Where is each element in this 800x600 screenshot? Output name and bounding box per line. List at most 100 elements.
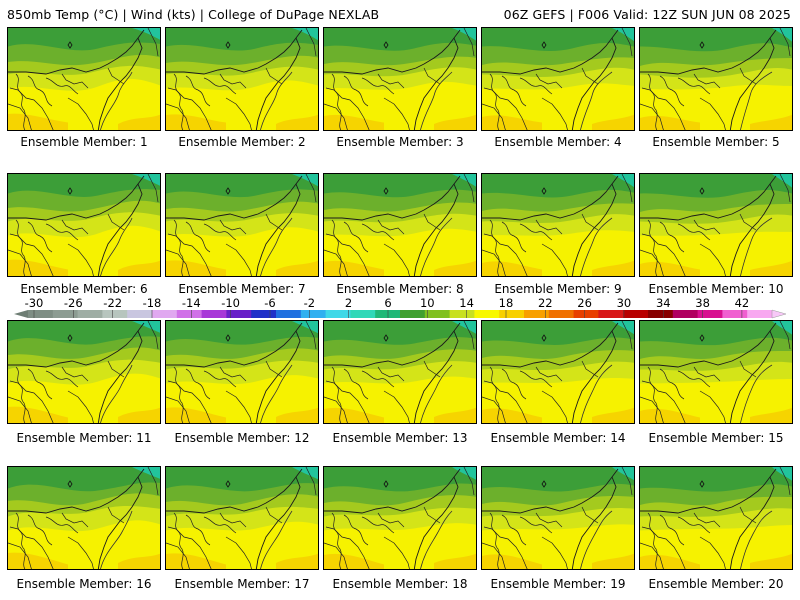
colorbar-segment [300,310,326,318]
temperature-map [324,321,476,423]
temperature-map [8,321,160,423]
colorbar-segment [152,310,178,318]
colorbar-segment [424,310,450,318]
colorbar-segment [722,310,748,318]
ensemble-map-panel [323,466,477,570]
ensemble-member-caption: Ensemble Member: 11 [16,431,152,445]
ensemble-map-panel [639,173,793,277]
ensemble-member-caption: Ensemble Member: 3 [336,135,464,149]
ensemble-map-panel [639,466,793,570]
ensemble-map-panel [481,320,635,424]
colorbar-tick-label: 2 [345,296,352,310]
ensemble-map-panel [481,466,635,570]
colorbar-segment [176,310,202,318]
colorbar-tick-label: 26 [577,296,592,310]
temperature-map [166,467,318,569]
temperature-map [8,467,160,569]
temperature-map [482,321,634,423]
colorbar-segment [573,310,599,318]
colorbar-segment [226,310,252,318]
colorbar-tick-label: 34 [656,296,671,310]
colorbar-segment [201,310,227,318]
colorbar-tick-label: -2 [304,296,315,310]
ensemble-map-panel [481,27,635,131]
colorbar-segment [548,310,574,318]
colorbar-segment [747,310,773,318]
colorbar-tick-label: -22 [103,296,122,310]
ensemble-map-panel [323,173,477,277]
colorbar-segment [697,310,723,318]
colorbar-tick-label: 18 [499,296,514,310]
colorbar-segment [623,310,649,318]
valid-time-label: 06Z GEFS | F006 Valid: 12Z SUN JUN 08 20… [503,7,791,22]
temperature-map [324,467,476,569]
colorbar-tick-label: 30 [617,296,632,310]
colorbar-tick-label: -6 [264,296,275,310]
temperature-map [482,467,634,569]
colorbar-segment [400,310,426,318]
colorbar-segment [325,310,351,318]
ensemble-member-caption: Ensemble Member: 15 [648,431,784,445]
colorbar-segment [598,310,624,318]
ensemble-member-caption: Ensemble Member: 7 [178,282,306,296]
colorbar-segment [524,310,550,318]
colorbar-tick-label: 14 [459,296,474,310]
ensemble-member-caption: Ensemble Member: 14 [490,431,626,445]
colorbar-segment [77,310,103,318]
ensemble-member-caption: Ensemble Member: 17 [174,577,310,591]
colorbar-segment [499,310,525,318]
colorbar-tick-label: -14 [182,296,201,310]
ensemble-map-panel [7,466,161,570]
temperature-colorbar: -30 -26 -22 -18 -14 -10 -6 -2 2 6 10 14 18 22 26 30 34 38… [14,296,787,319]
ensemble-member-caption: Ensemble Member: 9 [494,282,622,296]
colorbar-right-arrow [771,309,787,319]
colorbar-segment [28,310,54,318]
ensemble-map-panel [481,173,635,277]
colorbar-tick-label: 6 [384,296,391,310]
temperature-map [8,28,160,130]
colorbar-segment [52,310,78,318]
ensemble-member-caption: Ensemble Member: 13 [332,431,468,445]
colorbar-tick-label: -10 [221,296,240,310]
ensemble-member-caption: Ensemble Member: 20 [648,577,784,591]
temperature-map [640,321,792,423]
temperature-map [324,28,476,130]
colorbar-segment [276,310,302,318]
ensemble-member-caption: Ensemble Member: 16 [16,577,152,591]
temperature-map [640,467,792,569]
colorbar-tick-label: 22 [538,296,553,310]
chart-title: 850mb Temp (°C) | Wind (kts) | College o… [7,7,380,22]
temperature-map [324,174,476,276]
ensemble-map-panel [323,320,477,424]
temperature-map [482,174,634,276]
ensemble-member-caption: Ensemble Member: 19 [490,577,626,591]
ensemble-map-panel [7,27,161,131]
ensemble-member-caption: Ensemble Member: 2 [178,135,306,149]
temperature-map [166,321,318,423]
temperature-map [166,28,318,130]
colorbar-segment [449,310,475,318]
ensemble-member-caption: Ensemble Member: 4 [494,135,622,149]
temperature-map [482,28,634,130]
colorbar-segment [648,310,674,318]
colorbar-tick-label: 42 [735,296,750,310]
colorbar-segment [474,310,500,318]
temperature-map [640,28,792,130]
colorbar-tick-label: -30 [25,296,44,310]
colorbar-tick-label: 38 [695,296,710,310]
ensemble-map-panel [639,27,793,131]
colorbar-segment [350,310,376,318]
colorbar-tick-label: -26 [64,296,83,310]
ensemble-map-panel [165,27,319,131]
ensemble-map-panel [639,320,793,424]
ensemble-member-caption: Ensemble Member: 1 [20,135,148,149]
ensemble-member-caption: Ensemble Member: 8 [336,282,464,296]
ensemble-map-panel [7,320,161,424]
ensemble-map-panel [165,173,319,277]
ensemble-member-caption: Ensemble Member: 6 [20,282,148,296]
temperature-map [640,174,792,276]
colorbar-segment [127,310,153,318]
colorbar-tick-label: -18 [143,296,162,310]
colorbar-left-arrow [14,310,28,318]
temperature-map [166,174,318,276]
